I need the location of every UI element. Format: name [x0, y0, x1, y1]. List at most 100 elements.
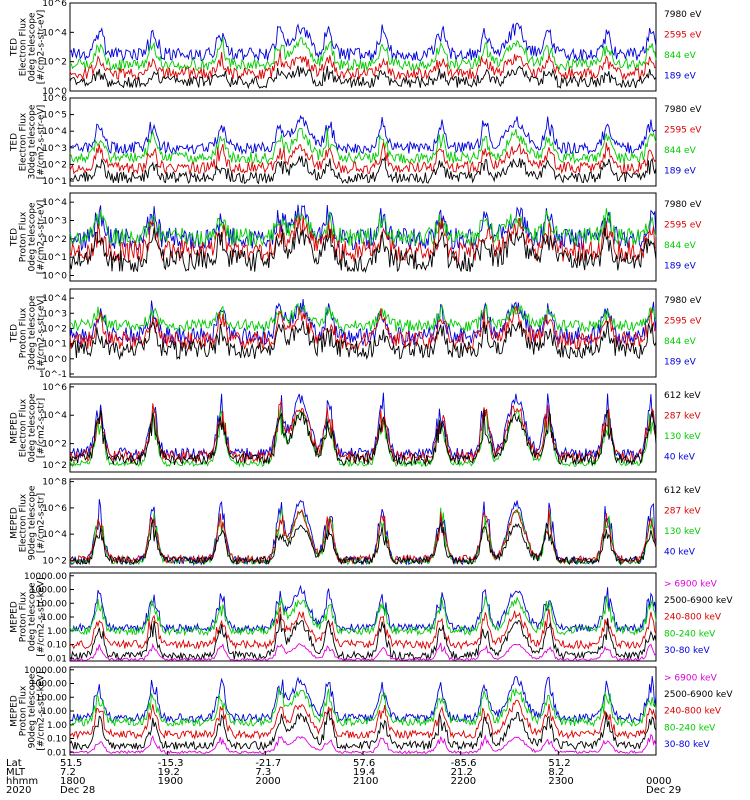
y-tick-label: 10^6: [42, 0, 67, 9]
legend-entry: 240-800 keV: [664, 613, 722, 623]
x-tick-label: 21.2: [451, 767, 473, 778]
legend-entry: 80-240 keV: [664, 723, 716, 733]
y-tick-label: 10^1: [42, 253, 67, 263]
y-tick-label: 10^4: [42, 530, 67, 540]
y-tick-label: 10^4: [42, 127, 67, 137]
legend-entry: 612 keV: [664, 486, 701, 496]
legend-entry: 130 keV: [664, 527, 701, 537]
legend-entry: 30-80 keV: [664, 646, 710, 656]
legend-entry: 40 keV: [664, 452, 696, 462]
y-tick-label: 10^4: [42, 28, 67, 38]
y-tick-label: 10^2: [42, 58, 67, 68]
panel-frame: [69, 478, 657, 568]
legend-entry: 7980 eV: [664, 105, 702, 115]
y-tick-label: 10^2: [42, 440, 67, 450]
y-tick-label: 1.00: [47, 627, 67, 637]
series-line-2500-6900-kev: [69, 614, 657, 661]
legend-entry: 189 eV: [664, 357, 697, 367]
legend-entry: 7980 eV: [664, 10, 702, 20]
y-tick-label: 10^-1: [39, 370, 67, 380]
x-tick-label: 51.2: [548, 758, 570, 769]
y-tick-label: 10^2: [42, 461, 67, 471]
series-line-7980-ev: [69, 155, 657, 185]
y-tick-label: 10^4: [42, 198, 67, 208]
legend-entry: > 6900 keV: [664, 673, 718, 683]
time-axis-row-label: 2020: [6, 785, 31, 796]
series-line-2595-ev: [69, 51, 657, 81]
y-tick-label: 10^8: [42, 478, 67, 488]
series-line-30-80-kev: [69, 675, 657, 724]
y-tick-label: 10000.00: [24, 666, 67, 676]
series-line-844-ev: [69, 128, 657, 165]
panel-frame: [69, 288, 657, 378]
y-tick-label: 10^1: [42, 340, 67, 350]
x-tick-label: 7.2: [60, 767, 76, 778]
y-tick-label: 10^2: [42, 160, 67, 170]
legend-entry: 7980 eV: [664, 296, 702, 306]
y-tick-label: 10^6: [42, 504, 67, 514]
legend-entry: 2595 eV: [664, 126, 702, 136]
y-tick-label: 10.00: [41, 707, 67, 717]
y-tick-label: 10^6: [42, 94, 67, 104]
x-tick-label: 1800: [60, 776, 85, 787]
y-tick-label: 100.00: [36, 599, 68, 609]
legend-entry: 844 eV: [664, 241, 697, 251]
legend-entry: 40 keV: [664, 547, 696, 557]
y-axis-label: MEPEDProton Flux0deg telescope[#/cm2-s-s…: [10, 577, 47, 656]
x-tick-label: 1900: [158, 776, 183, 787]
series-line-7980-ev: [69, 65, 657, 90]
x-tick-label: Dec 29: [646, 785, 681, 796]
y-tick-label: 10^5: [42, 111, 67, 121]
legend-entry: 7980 eV: [664, 200, 702, 210]
series-line-7980-ev: [70, 320, 657, 361]
y-tick-label: 0.01: [47, 654, 67, 664]
series-line-40-kev: [69, 392, 657, 461]
x-tick-label: 2000: [255, 776, 280, 787]
y-axis-label: TEDProton Flux30deg telescope[#/cm2-s-st…: [10, 295, 47, 370]
panel-8: 10000.00 1000.00 100.00 10.00 1.00 0.10 0.01ME…: [10, 666, 734, 759]
panels-container: 10^6 10^4 10^2 10^0 TEDElectron Flux0deg tel…: [10, 0, 734, 758]
y-tick-label: 0.10: [47, 641, 67, 651]
legend-entry: 2500-6900 keV: [664, 690, 733, 700]
x-tick-label: -15.3: [158, 758, 184, 769]
legend-entry: 844 eV: [664, 337, 697, 347]
series-line-189-ev: [69, 22, 657, 62]
x-tick-label: 19.2: [158, 767, 180, 778]
series-line-80-240-kev: [69, 595, 657, 637]
x-tick-label: 2200: [451, 776, 476, 787]
legend-entry: 844 eV: [664, 51, 697, 61]
y-tick-label: 10^2: [42, 556, 67, 566]
series-line-612-kev: [69, 409, 657, 467]
y-tick-label: 10^3: [42, 217, 67, 227]
x-tick-label: 7.3: [255, 767, 271, 778]
panel-frame: [69, 666, 657, 756]
series-line-844-ev: [69, 208, 657, 248]
series-line-7980-ev: [69, 227, 657, 274]
time-axis-row-label: Lat: [6, 758, 22, 769]
y-tick-label: 10^1: [42, 177, 67, 187]
legend-entry: 844 eV: [664, 146, 697, 156]
x-tick-label: 19.4: [353, 767, 375, 778]
time-axis-row-label: MLT: [6, 767, 26, 778]
x-tick-label: 57.6: [353, 758, 375, 769]
y-tick-label: 10^2: [42, 324, 67, 334]
y-tick-label: 10^6: [42, 383, 67, 393]
series-line-612-kev: [69, 519, 657, 566]
y-tick-label: 10^4: [42, 411, 67, 421]
series-line--6900-kev: [69, 642, 657, 662]
legend-entry: 189 eV: [664, 71, 697, 81]
y-tick-label: 10.00: [41, 613, 67, 623]
y-axis-label: TEDProton Flux0deg telescope[#/cm2-s-str…: [10, 200, 47, 275]
x-tick-label: 0000: [646, 776, 671, 787]
x-tick-label: 2300: [548, 776, 573, 787]
time-axis-row-label: hhmm: [6, 776, 38, 787]
y-axis-label: MEPEDProton Flux90deg telescope[#/cm2-s-…: [10, 671, 47, 750]
x-tick-label: 51.5: [60, 758, 82, 769]
legend-entry: > 6900 keV: [664, 579, 718, 589]
